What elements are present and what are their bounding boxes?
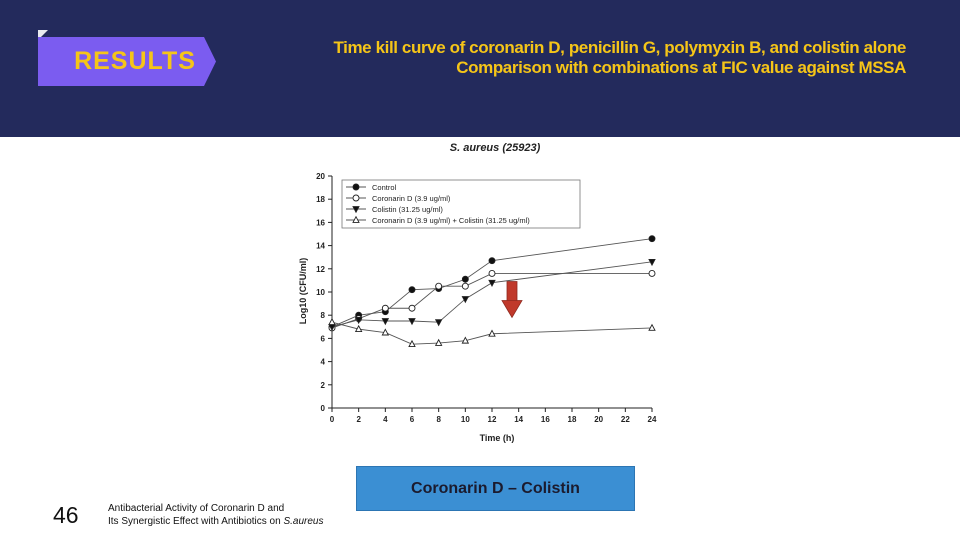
data-point bbox=[434, 319, 443, 327]
data-point bbox=[488, 279, 496, 287]
y-tick-label: 18 bbox=[316, 195, 325, 204]
footer-species: S.aureus bbox=[283, 516, 324, 527]
callout-label: Coronarin D – Colistin bbox=[411, 480, 580, 497]
results-tag bbox=[38, 37, 216, 86]
corner-notch bbox=[38, 30, 48, 40]
data-point bbox=[381, 328, 390, 336]
time-kill-chart: S. aureus (25923) 0 2 4 6 8 10 12 14 16 18 20 0 2 4 6 8… bbox=[290, 134, 680, 454]
results-label: RESULTS bbox=[74, 47, 196, 75]
y-tick-label: 2 bbox=[321, 381, 326, 390]
series-2 bbox=[328, 269, 656, 332]
data-point bbox=[648, 235, 656, 243]
y-tick-label: 8 bbox=[321, 311, 326, 320]
x-tick-label: 4 bbox=[383, 415, 388, 424]
footer-line-2: Its Synergistic Effect with Antibiotics … bbox=[108, 515, 323, 528]
data-point bbox=[328, 317, 336, 326]
red-down-arrow bbox=[501, 281, 523, 319]
footer-line-2-text: Its Synergistic Effect with Antibiotics … bbox=[108, 516, 284, 527]
footer-citation: Antibacterial Activity of Coronarin D an… bbox=[108, 502, 323, 528]
legend-label: Coronarin D (3.9 ug/ml) bbox=[372, 194, 451, 203]
title-line-2: Comparison with combinations at FIC valu… bbox=[456, 58, 906, 77]
data-point bbox=[434, 338, 443, 346]
data-point bbox=[354, 324, 363, 332]
y-tick-label: 12 bbox=[316, 265, 325, 274]
data-point bbox=[461, 275, 469, 283]
series-line bbox=[331, 321, 653, 345]
data-point bbox=[354, 316, 363, 325]
data-point bbox=[648, 269, 656, 277]
y-axis-label: Log10 (CFU/ml) bbox=[298, 258, 308, 325]
x-tick-label: 14 bbox=[514, 415, 523, 424]
x-tick-label: 20 bbox=[594, 415, 603, 424]
data-point bbox=[381, 318, 390, 326]
legend-label: Coronarin D (3.9 ug/ml) + Colistin (31.2… bbox=[372, 216, 530, 225]
data-point bbox=[461, 282, 469, 290]
y-tick-label: 10 bbox=[316, 288, 325, 297]
legend-marker bbox=[352, 194, 360, 202]
data-point bbox=[488, 257, 496, 265]
data-point bbox=[648, 258, 656, 267]
combination-callout: Coronarin D – Colistin bbox=[356, 466, 635, 511]
series-3 bbox=[328, 258, 656, 332]
x-axis-label: Time (h) bbox=[480, 433, 515, 443]
data-point bbox=[408, 286, 416, 294]
series-line bbox=[331, 261, 653, 328]
y-tick-label: 0 bbox=[321, 404, 326, 413]
legend-marker bbox=[352, 215, 360, 223]
data-point bbox=[435, 282, 443, 290]
data-point bbox=[488, 329, 496, 337]
legend-marker bbox=[352, 183, 360, 191]
y-tick-label: 14 bbox=[316, 242, 325, 251]
data-point bbox=[461, 336, 470, 344]
legend-marker bbox=[352, 206, 360, 214]
x-tick-label: 12 bbox=[488, 415, 497, 424]
y-tick-label: 4 bbox=[321, 358, 326, 367]
x-tick-label: 6 bbox=[410, 415, 415, 424]
x-tick-label: 8 bbox=[436, 415, 441, 424]
x-tick-label: 18 bbox=[568, 415, 577, 424]
data-point bbox=[408, 318, 416, 326]
footer-line-1: Antibacterial Activity of Coronarin D an… bbox=[108, 503, 285, 514]
title-line-1: Time kill curve of coronarin D, penicill… bbox=[333, 38, 906, 57]
series-4 bbox=[328, 317, 656, 348]
page-title: Time kill curve of coronarin D, penicill… bbox=[266, 38, 906, 78]
data-point bbox=[648, 323, 656, 331]
series-line bbox=[331, 272, 652, 329]
chart-title: S. aureus (25923) bbox=[450, 142, 541, 154]
y-tick-label: 16 bbox=[316, 218, 325, 227]
data-point bbox=[488, 269, 496, 277]
x-tick-label: 2 bbox=[356, 415, 361, 424]
data-point bbox=[461, 296, 470, 304]
y-tick-label: 20 bbox=[316, 172, 325, 181]
legend-label: Colistin (31.25 ug/ml) bbox=[372, 205, 443, 214]
series-line bbox=[331, 238, 653, 328]
data-point bbox=[381, 304, 389, 312]
legend-box bbox=[341, 179, 581, 229]
x-tick-label: 10 bbox=[461, 415, 470, 424]
x-tick-label: 0 bbox=[330, 415, 335, 424]
slide-number: 46 bbox=[53, 502, 79, 528]
y-tick-label: 6 bbox=[321, 334, 326, 343]
data-point bbox=[408, 304, 416, 312]
x-tick-label: 16 bbox=[541, 415, 550, 424]
x-tick-label: 22 bbox=[621, 415, 630, 424]
data-point bbox=[408, 339, 416, 348]
x-tick-label: 24 bbox=[648, 415, 657, 424]
legend-label: Control bbox=[372, 183, 397, 192]
